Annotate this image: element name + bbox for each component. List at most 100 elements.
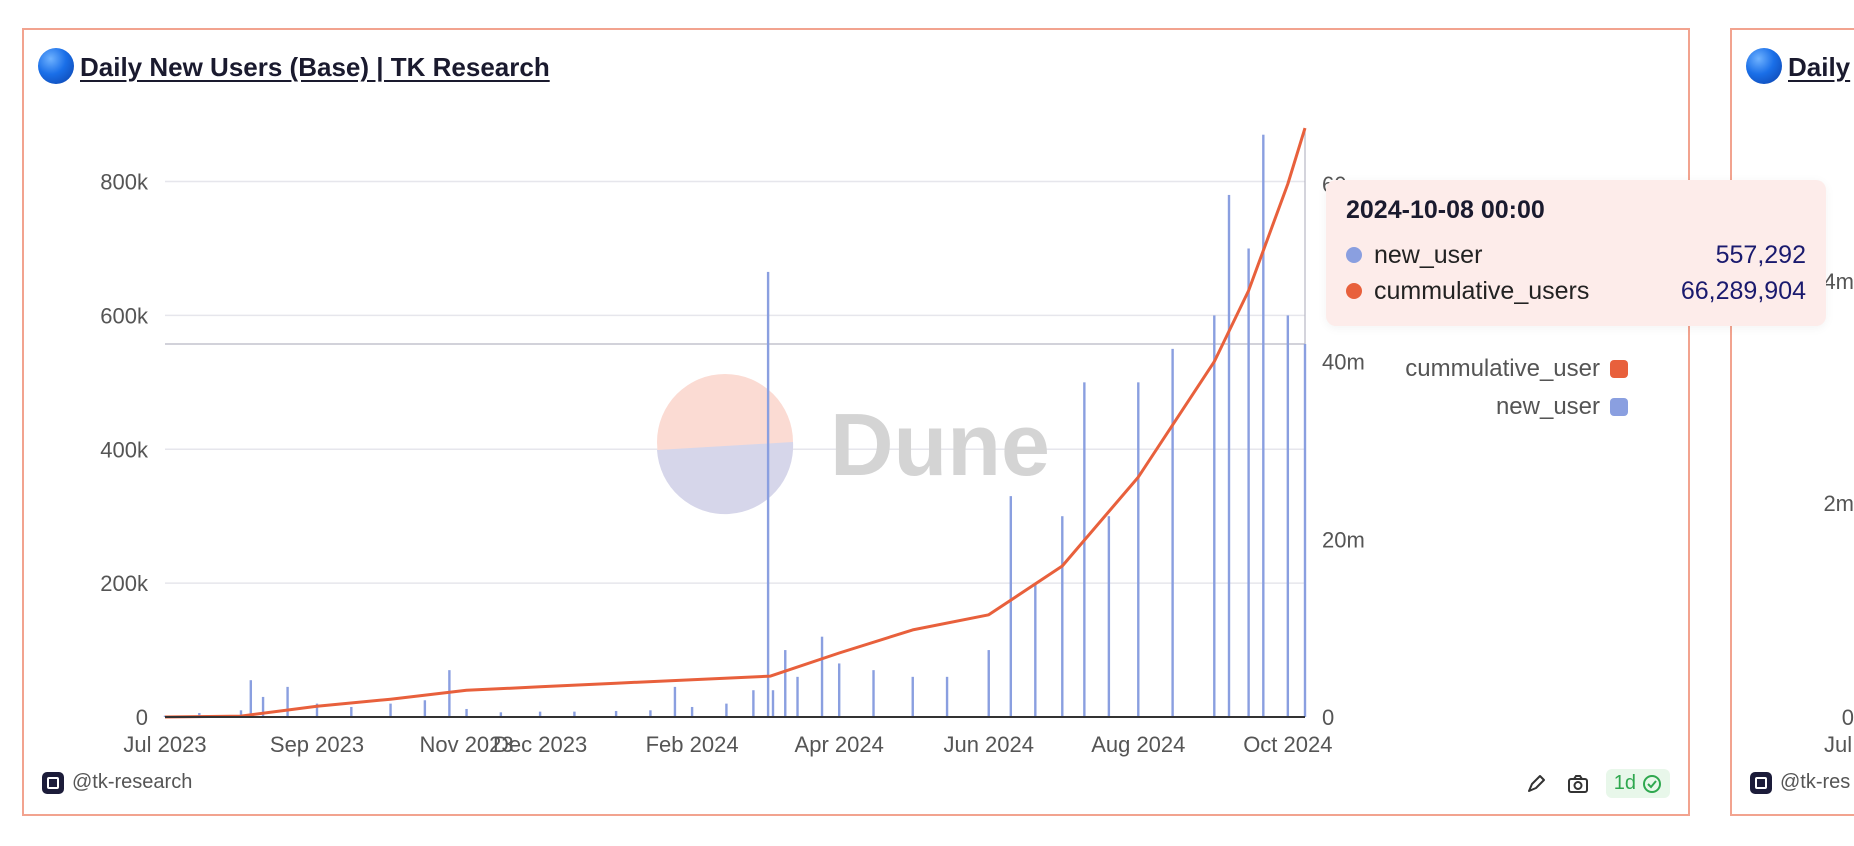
bar bbox=[261, 696, 265, 717]
y2-tick-label: 20m bbox=[1322, 527, 1365, 552]
blue-circle-icon bbox=[1746, 48, 1782, 84]
next-y-tick-label: 2m bbox=[1823, 491, 1854, 516]
bar bbox=[1171, 348, 1174, 717]
bar bbox=[389, 703, 392, 717]
tooltip-row: cummulative_users 66,289,904 bbox=[1346, 273, 1806, 309]
bar bbox=[987, 650, 990, 717]
bar bbox=[239, 710, 243, 717]
x-tick-label: Feb 2024 bbox=[646, 732, 739, 757]
edit-icon[interactable] bbox=[1522, 770, 1550, 798]
next-chart-title-text: Daily bbox=[1788, 52, 1851, 82]
bar bbox=[1034, 583, 1037, 717]
next-y-tick-label: 4m bbox=[1823, 269, 1854, 294]
bar bbox=[350, 706, 353, 717]
bar bbox=[499, 712, 503, 717]
tooltip-series-name: new_user bbox=[1374, 240, 1483, 269]
legend-item-new-user[interactable]: new_user bbox=[1380, 388, 1628, 426]
grid-lines bbox=[165, 128, 1306, 717]
next-chart-title[interactable]: Daily bbox=[1746, 48, 1850, 84]
dune-watermark: Dune bbox=[657, 374, 1050, 515]
series-dot-icon bbox=[1346, 247, 1362, 263]
x-tick-label: Apr 2024 bbox=[795, 732, 884, 757]
dune-badge-icon bbox=[42, 771, 64, 794]
bar bbox=[1083, 382, 1086, 717]
bar bbox=[423, 700, 427, 717]
next-chart-card: Daily @tk-res bbox=[1730, 28, 1854, 816]
chart-title[interactable]: Daily New Users (Base) | TK Research bbox=[38, 48, 550, 84]
camera-icon[interactable] bbox=[1564, 770, 1592, 798]
tooltip-series-value: 557,292 bbox=[1715, 240, 1806, 269]
x-tick-label: Oct 2024 bbox=[1243, 732, 1332, 757]
next-x-tick-label: Jul bbox=[1824, 732, 1852, 757]
bar bbox=[465, 708, 468, 717]
author-name: @tk-research bbox=[72, 771, 193, 793]
bar bbox=[538, 711, 542, 717]
bar bbox=[911, 676, 914, 717]
tooltip-row: new_user 557,292 bbox=[1346, 237, 1806, 273]
x-tick-label: Nov 2023 bbox=[419, 732, 513, 757]
bar bbox=[820, 636, 824, 717]
y-tick-label: 800k bbox=[100, 170, 149, 195]
bar bbox=[1213, 315, 1216, 717]
x-tick-label: Aug 2024 bbox=[1091, 732, 1185, 757]
cumulative-users-line-path bbox=[164, 127, 1307, 719]
bar bbox=[1061, 516, 1064, 717]
legend-swatch bbox=[1610, 360, 1628, 378]
bar bbox=[771, 690, 775, 717]
bar bbox=[286, 686, 289, 717]
bar bbox=[249, 680, 253, 717]
bar bbox=[872, 670, 875, 717]
bar bbox=[1107, 516, 1111, 717]
cumulative-users-line bbox=[164, 127, 1307, 719]
legend-label: new_user bbox=[1495, 393, 1600, 420]
bar bbox=[198, 712, 201, 717]
dune-badge-icon bbox=[1750, 771, 1772, 794]
y2-tick-label: 40m bbox=[1322, 350, 1365, 375]
bar bbox=[1303, 343, 1307, 717]
refresh-status-badge[interactable]: 1d bbox=[1605, 769, 1670, 798]
watermark-logo-lower bbox=[657, 442, 794, 515]
next-author-link[interactable]: @tk-res bbox=[1750, 771, 1850, 794]
series-dot-icon bbox=[1346, 283, 1362, 299]
legend-item-cummulative-users[interactable]: cummulative_user bbox=[1380, 350, 1628, 388]
legend-label: cummulative_user bbox=[1405, 355, 1600, 382]
x-tick-label: Sep 2023 bbox=[270, 732, 364, 757]
bar bbox=[945, 676, 949, 717]
check-circle-icon bbox=[1643, 774, 1661, 793]
bar bbox=[1137, 382, 1140, 717]
tooltip-series-name: cummulative_users bbox=[1374, 276, 1590, 305]
y-tick-label: 200k bbox=[100, 571, 149, 596]
tooltip-series-value: 66,289,904 bbox=[1680, 276, 1806, 305]
new-user-bars bbox=[163, 134, 1307, 717]
bar bbox=[766, 271, 770, 717]
next-y-tick-label: 0 bbox=[1842, 705, 1854, 730]
x-tick-label: Jun 2024 bbox=[943, 732, 1034, 757]
x-tick-label: Jul 2023 bbox=[123, 732, 206, 757]
y-tick-label: 400k bbox=[100, 437, 149, 462]
bar bbox=[573, 711, 576, 717]
y2-tick-label: 0 bbox=[1322, 705, 1334, 730]
bar bbox=[1227, 194, 1231, 717]
bar bbox=[1009, 496, 1013, 717]
x-tick-label: Dec 2023 bbox=[493, 732, 587, 757]
chart-card: Daily New Users (Base) | TK Research @tk… bbox=[22, 28, 1690, 816]
bar bbox=[1262, 134, 1265, 717]
bar bbox=[614, 710, 618, 717]
chart-legend: cummulative_user new_user bbox=[1380, 350, 1628, 426]
chart-actions: 1d bbox=[1522, 769, 1670, 798]
author-link[interactable]: @tk-research bbox=[42, 771, 192, 794]
watermark-text: Dune bbox=[830, 395, 1050, 494]
bar bbox=[673, 686, 677, 717]
bar bbox=[784, 650, 787, 717]
bar bbox=[725, 703, 728, 717]
bar bbox=[796, 676, 799, 717]
bar bbox=[1286, 315, 1290, 717]
legend-swatch bbox=[1610, 398, 1628, 416]
refresh-label: 1d bbox=[1613, 772, 1636, 794]
blue-circle-icon bbox=[38, 48, 74, 84]
next-author-name: @tk-res bbox=[1780, 771, 1851, 793]
y-tick-label: 0 bbox=[136, 705, 148, 730]
chart-title-text: Daily New Users (Base) | TK Research bbox=[80, 52, 550, 82]
y-tick-label: 600k bbox=[100, 303, 149, 328]
